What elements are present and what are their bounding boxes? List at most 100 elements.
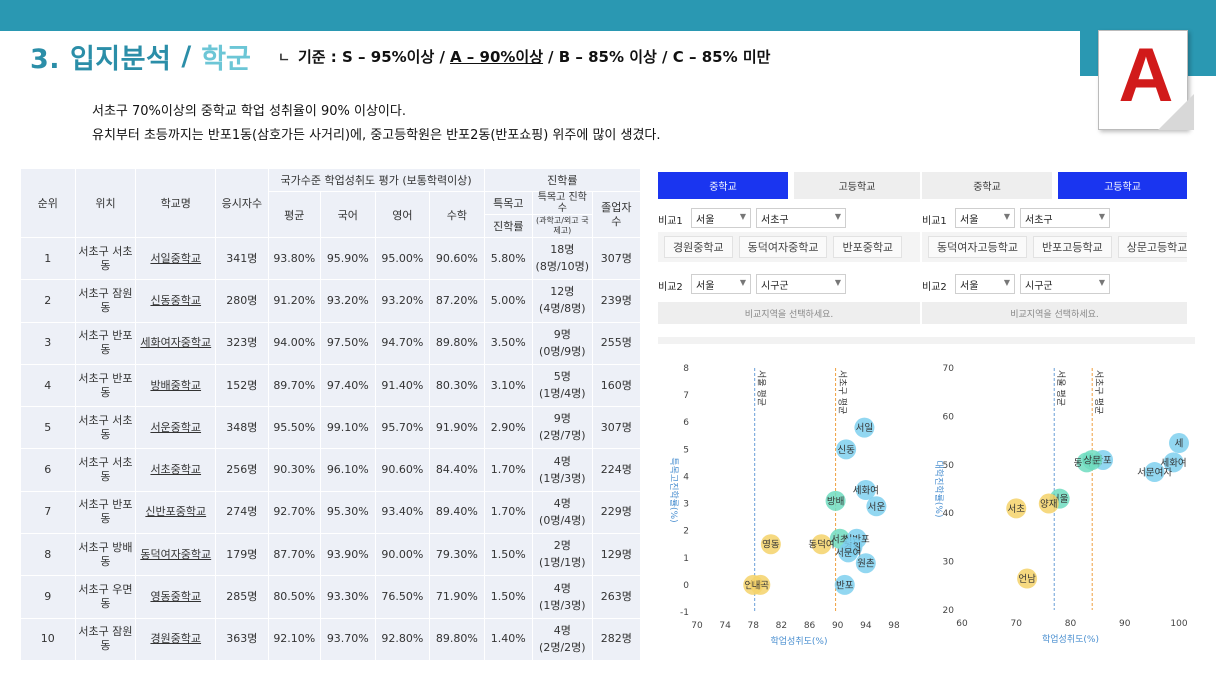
x-axis-label: 학업성취도(%) — [1042, 634, 1099, 645]
cell-grads: 129명 — [591, 533, 642, 577]
reference-line-label: 서울 평균 — [1055, 370, 1066, 406]
cell-english: 93.40% — [374, 490, 431, 535]
special-count-detail: (1명/3명) — [539, 471, 586, 485]
cell-location: 서초구 반포동 — [74, 363, 137, 408]
header-takers: 응시자수 — [215, 168, 269, 238]
cell-school-text[interactable]: 경원중학교 — [150, 632, 202, 646]
header-school: 학교명 — [135, 168, 217, 238]
left-tab-middle[interactable]: 중학교 — [658, 172, 788, 199]
cell-school-text[interactable]: 방배중학교 — [150, 378, 202, 392]
cell-school: 영동중학교 — [135, 575, 217, 619]
left-cmp2-district-select[interactable]: 시구군 ▼ — [756, 274, 846, 294]
cell-korean-text: 93.20% — [326, 293, 369, 307]
data-point-label: 언남 — [1018, 573, 1036, 585]
left-tab-high[interactable]: 고등학교 — [794, 172, 920, 199]
cell-english: 92.80% — [374, 617, 431, 661]
cell-math-text: 80.30% — [435, 378, 478, 392]
cell-korean-text: 95.30% — [326, 505, 369, 519]
cell-takers-text: 152명 — [226, 378, 258, 392]
cell-grads: 160명 — [591, 363, 642, 408]
cell-special-rate: 1.70% — [483, 448, 533, 492]
y-tick-label: 5 — [683, 445, 689, 455]
cell-grads: 229명 — [591, 490, 642, 535]
cell-school-text[interactable]: 서초중학교 — [150, 463, 202, 477]
cell-location: 서초구 반포동 — [74, 321, 137, 365]
cell-special-rate-text: 1.50% — [490, 547, 526, 561]
left-cmp2-label: 비교2 — [658, 282, 683, 293]
cell-korean: 97.50% — [320, 321, 376, 365]
cell-school-text[interactable]: 신반포중학교 — [145, 505, 207, 519]
header-adv-group: 진학률 — [483, 168, 642, 192]
right-chip-2[interactable]: 반포고등학교 — [1032, 236, 1112, 258]
reference-line-label: 서초구 평균 — [837, 370, 848, 414]
cell-school-text[interactable]: 영동중학교 — [150, 590, 202, 604]
right-tab-middle[interactable]: 중학교 — [922, 172, 1052, 199]
left-chip-2[interactable]: 동덕여자중학교 — [738, 236, 828, 258]
cell-location-text: 서초구 우면동 — [78, 583, 133, 611]
cell-rank-text: 6 — [44, 463, 52, 477]
header-special-note: (과학고/외고 국제고) — [531, 214, 593, 238]
y-tick-label: 3 — [683, 500, 689, 510]
header-grads: 졸업자 수 — [591, 191, 642, 238]
cell-special-rate: 2.90% — [483, 406, 533, 450]
left-cmp1-district-select[interactable]: 서초구 ▼ — [756, 208, 846, 228]
cell-grads-text: 229명 — [600, 505, 632, 519]
cell-math-text: 89.40% — [435, 505, 478, 519]
cell-math-text: 84.40% — [435, 463, 478, 477]
header-special-count: 특목고 진학 수 — [531, 191, 593, 215]
table-row: 2 서초구 잠원동 신동중학교 280명 91.20% 93.20% 93.20% 87.20… — [20, 279, 642, 323]
cell-math: 89.80% — [429, 617, 485, 661]
cell-korean-text: 95.90% — [326, 251, 369, 265]
right-cmp1-city-select[interactable]: 서울 ▼ — [955, 208, 1015, 228]
cell-grads: 239명 — [591, 279, 642, 323]
data-point — [1006, 498, 1027, 519]
cell-avg-text: 90.30% — [273, 463, 316, 477]
left-cmp2-city-select[interactable]: 서울 ▼ — [691, 274, 751, 294]
cell-takers-text: 256명 — [226, 463, 258, 477]
cell-school: 방배중학교 — [135, 363, 217, 408]
right-cmp2-city-select[interactable]: 서울 ▼ — [955, 274, 1015, 294]
cell-location: 서초구 서초동 — [74, 448, 137, 492]
table-row: 10 서초구 잠원동 경원중학교 363명 92.10% 93.70% 92.80% 89.8… — [20, 617, 642, 661]
x-tick-label: 60 — [956, 619, 968, 629]
cell-school-text[interactable]: 동덕여자중학교 — [140, 547, 212, 561]
y-tick-label: -1 — [680, 608, 689, 618]
cell-math: 91.90% — [429, 406, 485, 450]
cell-takers-text: 285명 — [226, 590, 258, 604]
cell-school-text[interactable]: 서운중학교 — [150, 420, 202, 434]
right-chip-3[interactable]: 상문고등학교 — [1117, 236, 1187, 258]
cell-school-text[interactable]: 신동중학교 — [150, 293, 202, 307]
left-cmp1-city-select[interactable]: 서울 ▼ — [691, 208, 751, 228]
x-tick-label: 70 — [691, 621, 703, 631]
cell-grads-text: 282명 — [600, 632, 632, 646]
table-row: 1 서초구 서초동 서일중학교 341명 93.80% 95.90% 95.00% 90.60… — [20, 236, 642, 281]
cell-english-text: 91.40% — [381, 378, 424, 392]
cell-english-text: 90.00% — [381, 547, 424, 561]
cell-grads: 263명 — [591, 575, 642, 619]
cell-special-rate-text: 2.90% — [490, 420, 526, 434]
data-point-label: 세화여 — [853, 485, 879, 497]
data-point — [825, 490, 846, 511]
data-point-label: 서초 — [831, 534, 849, 545]
cell-special-rate: 5.00% — [483, 279, 533, 323]
y-tick-label: 2 — [683, 527, 689, 537]
cell-school-text[interactable]: 세화여자중학교 — [140, 336, 212, 350]
x-tick-label: 98 — [888, 621, 900, 631]
cell-math-text: 89.80% — [435, 632, 478, 646]
left-chip-3[interactable]: 반포중학교 — [833, 236, 903, 258]
left-placeholder[interactable]: 비교지역을 선택하세요. — [658, 302, 920, 324]
cell-school-text[interactable]: 서일중학교 — [150, 251, 202, 265]
right-chip-1[interactable]: 동덕여자고등학교 — [928, 236, 1027, 258]
y-tick-label: 1 — [683, 554, 689, 564]
left-chip-1[interactable]: 경원중학교 — [664, 236, 733, 258]
right-cmp1-district-select[interactable]: 서초구 ▼ — [1020, 208, 1110, 228]
cell-english: 91.40% — [374, 363, 431, 408]
cell-special-count: 18명 (8명/10명) — [531, 236, 593, 281]
cell-english-text: 92.80% — [381, 632, 424, 646]
right-placeholder[interactable]: 비교지역을 선택하세요. — [922, 302, 1187, 324]
data-point-label: 서문여 — [835, 547, 861, 559]
right-tab-high[interactable]: 고등학교 — [1058, 172, 1187, 199]
grade-paper — [1098, 30, 1188, 130]
cell-takers: 363명 — [215, 617, 269, 661]
right-cmp2-district-select[interactable]: 시구군 ▼ — [1020, 274, 1110, 294]
